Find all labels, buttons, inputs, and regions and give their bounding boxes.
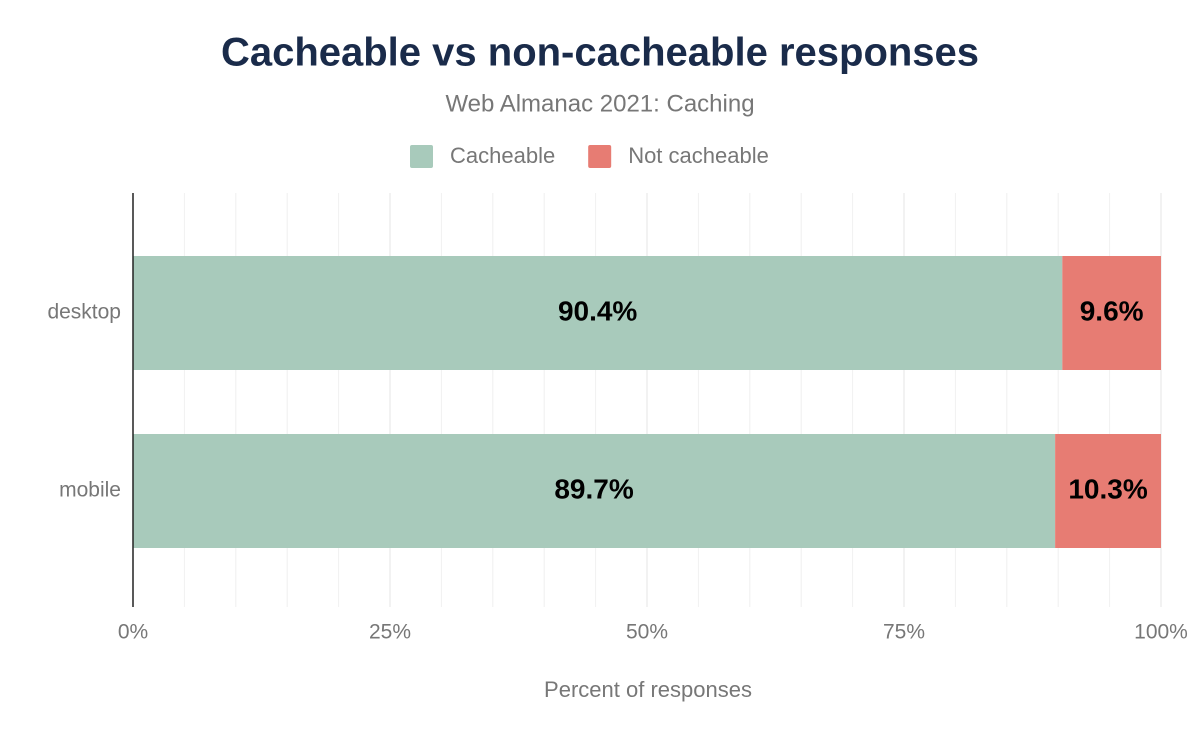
legend-swatch: [410, 145, 433, 168]
x-tick-label: 0%: [118, 621, 148, 644]
value-label: 90.4%: [558, 295, 637, 326]
x-tick-label: 75%: [883, 621, 925, 644]
x-tick-label: 25%: [369, 621, 411, 644]
x-axis-title: Percent of responses: [544, 677, 752, 702]
value-label: 89.7%: [554, 473, 633, 504]
bar-segment: [133, 434, 1056, 548]
legend-label: Cacheable: [450, 143, 555, 168]
bar-segment: [1062, 256, 1161, 370]
bar-segment: [133, 256, 1063, 370]
bar-segment: [1055, 434, 1161, 548]
x-tick-label: 50%: [626, 621, 668, 644]
legend-swatch: [588, 145, 612, 168]
value-label: 9.6%: [1080, 295, 1144, 326]
value-label: 10.3%: [1068, 473, 1147, 504]
chart-title: Cacheable vs non-cacheable responses: [221, 31, 979, 75]
chart-subtitle: Web Almanac 2021: Caching: [445, 90, 754, 117]
y-tick-label: mobile: [59, 479, 121, 502]
x-tick-label: 100%: [1134, 621, 1188, 644]
y-tick-label: desktop: [47, 301, 121, 324]
legend-label: Not cacheable: [628, 143, 769, 168]
